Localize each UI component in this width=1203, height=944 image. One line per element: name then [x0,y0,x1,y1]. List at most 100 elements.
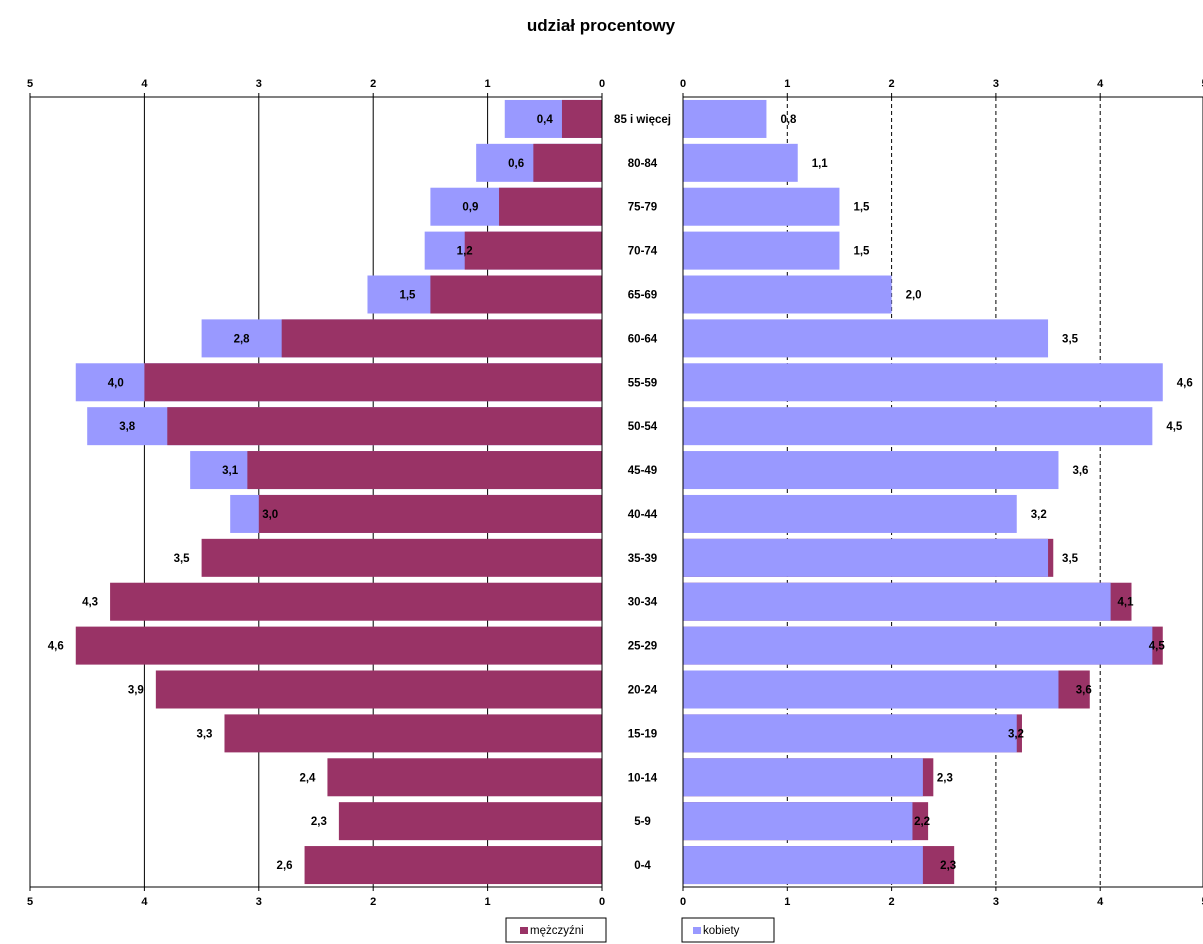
category-labels: 85 i więcej 80-84 75-79 70-74 65-69 60-64 55-5… [614,114,671,872]
left-men-bar [561,99,602,138]
left-bottom-tick-label: 3 [256,896,262,908]
left-men-bar-label: 3,3 [196,728,212,740]
right-panel-women: 0 0 1 1 2 2 3 3 4 4 5 5 0,8 1,1 1,5 1,5 2,0 3,5 4,6 4,5 3,6 3… [680,78,1203,908]
category-label: 20-24 [628,685,658,697]
category-label: 10-14 [628,772,658,784]
legend-swatch-men [520,927,528,934]
right-women-bar-label: 3,6 [1072,465,1088,477]
right-bottom-tick-label: 0 [680,896,686,908]
left-women-bar-label: 0,9 [462,202,478,214]
left-men-bar [533,143,602,182]
category-label: 80-84 [628,158,658,170]
right-bottom-tick-label: 3 [993,896,999,908]
category-label: 50-54 [628,421,658,433]
right-men-bar-label: 3,2 [1008,728,1024,740]
category-label: 5-9 [634,816,651,828]
left-men-bar [167,407,602,446]
left-men-bar [155,670,602,709]
category-label: 65-69 [628,290,657,302]
left-bottom-tick-label: 5 [27,896,33,908]
legend-label-women: kobiety [703,925,740,937]
left-men-bar-label: 3,5 [174,553,191,565]
legend: mężczyźni kobiety [505,917,775,943]
left-plot-area [29,96,603,888]
right-women-bar [683,582,1111,621]
category-label: 25-29 [628,641,657,653]
right-women-bar [683,802,913,841]
right-women-bar [683,670,1059,709]
right-women-bar [683,494,1017,533]
left-men-bar-label: 2,6 [277,860,293,872]
category-label: 60-64 [628,333,658,345]
left-women-bar-label: 1,2 [457,246,473,258]
right-men-bar-label: 3,6 [1076,685,1092,697]
left-top-tick-label: 1 [485,78,491,90]
category-label: 35-39 [628,553,657,565]
right-women-bar-label: 3,5 [1062,333,1079,345]
left-men-bar [247,451,603,490]
right-top-tick-label: 1 [784,78,790,90]
right-women-bar [683,319,1049,358]
left-men-bar-label: 3,9 [128,685,144,697]
right-women-bar [683,626,1153,665]
right-women-bar-label: 1,5 [853,202,870,214]
right-women-bar-label: 4,5 [1166,421,1183,433]
right-women-bar-label: 1,1 [812,158,829,170]
right-women-bar-label: 3,5 [1062,553,1079,565]
left-women-bar-label: 0,6 [508,158,524,170]
right-bottom-tick-label: 5 [1201,896,1203,908]
left-men-bar [464,231,602,270]
right-bottom-tick-label: 1 [784,896,790,908]
category-label: 45-49 [628,465,657,477]
left-men-bar [110,582,602,621]
right-women-bar [683,846,923,885]
category-label: 75-79 [628,202,657,214]
left-men-bar [338,802,602,841]
category-label: 40-44 [628,509,658,521]
right-women-bar-label: 0,8 [780,114,797,126]
left-bottom-tick-label: 1 [485,896,491,908]
right-women-bar [683,538,1049,577]
left-top-tick-label: 2 [370,78,376,90]
right-top-tick-label: 3 [993,78,999,90]
left-women-bar-label: 0,4 [537,114,554,126]
right-men-bar-label: 4,1 [1117,597,1134,609]
left-top-tick-label: 3 [256,78,262,90]
left-panel-men: 0 0 1 1 2 2 3 3 4 4 5 5 0,4 0,6 0,9 1,2 1,5 2,8 4,0 3,8 3,1 3… [27,78,605,908]
right-men-bar-label: 2,3 [940,860,956,872]
left-women-bar-label: 2,8 [234,333,251,345]
left-men-bar [224,714,603,753]
left-men-bar [430,275,602,314]
right-plot-area [682,96,1203,888]
left-men-bar-label: 4,3 [82,597,98,609]
category-label: 85 i więcej [614,114,671,126]
left-men-bar [258,494,602,533]
right-women-bar-label: 4,6 [1177,377,1193,389]
right-women-bar [683,231,840,270]
right-women-bar [683,363,1163,402]
left-women-bar-label: 3,8 [119,421,136,433]
left-bottom-tick-label: 4 [141,896,148,908]
right-top-tick-label: 0 [680,78,686,90]
left-bottom-tick-label: 2 [370,896,376,908]
right-men-bar-label: 2,2 [914,816,930,828]
right-men-bar-label: 4,5 [1149,641,1166,653]
left-men-bar-label: 2,3 [311,816,327,828]
right-top-tick-label: 5 [1201,78,1203,90]
right-women-bar-label: 1,5 [853,246,870,258]
right-women-bar [683,407,1153,446]
left-women-bar-label: 3,0 [262,509,278,521]
left-bottom-tick-label: 0 [599,896,605,908]
category-label: 0-4 [634,860,651,872]
left-women-bar-label: 4,0 [108,377,124,389]
left-women-bar-label: 1,5 [399,290,416,302]
left-men-bar-label: 2,4 [299,772,316,784]
left-men-bar [281,319,602,358]
category-label: 30-34 [628,597,658,609]
right-top-tick-label: 2 [889,78,895,90]
legend-label-men: mężczyźni [530,925,584,937]
right-women-bar-label: 2,3 [937,772,953,784]
left-men-bar [499,187,602,226]
left-top-tick-label: 0 [599,78,605,90]
